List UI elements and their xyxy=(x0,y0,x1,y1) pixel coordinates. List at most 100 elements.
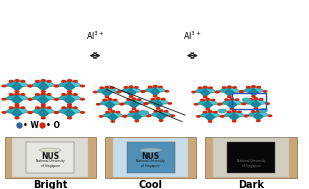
Circle shape xyxy=(165,111,168,112)
Circle shape xyxy=(62,107,66,108)
Polygon shape xyxy=(98,100,110,105)
Circle shape xyxy=(9,81,13,82)
Circle shape xyxy=(154,86,157,87)
Bar xyxy=(127,143,175,173)
Polygon shape xyxy=(11,94,23,95)
Polygon shape xyxy=(247,112,258,117)
Circle shape xyxy=(243,103,246,104)
Circle shape xyxy=(41,117,45,119)
Polygon shape xyxy=(229,88,241,93)
Polygon shape xyxy=(150,86,160,88)
Circle shape xyxy=(235,99,239,100)
Circle shape xyxy=(15,93,19,94)
Polygon shape xyxy=(153,100,163,108)
Polygon shape xyxy=(134,100,146,105)
Circle shape xyxy=(47,107,51,108)
Circle shape xyxy=(96,104,100,105)
Circle shape xyxy=(28,85,32,87)
Circle shape xyxy=(36,107,39,108)
Text: Bright: Bright xyxy=(33,180,67,189)
Polygon shape xyxy=(30,81,43,87)
Polygon shape xyxy=(11,81,23,82)
Circle shape xyxy=(36,94,39,95)
Circle shape xyxy=(113,99,117,101)
Circle shape xyxy=(252,96,255,97)
Polygon shape xyxy=(64,82,75,91)
Circle shape xyxy=(159,110,163,111)
Circle shape xyxy=(111,87,114,88)
Bar xyxy=(5,137,96,178)
Circle shape xyxy=(47,81,51,82)
Circle shape xyxy=(197,116,200,117)
Circle shape xyxy=(117,91,121,93)
Polygon shape xyxy=(30,94,43,100)
Circle shape xyxy=(62,94,66,95)
Polygon shape xyxy=(125,112,137,117)
Bar xyxy=(205,137,297,178)
Polygon shape xyxy=(208,100,219,105)
Polygon shape xyxy=(205,113,215,122)
Polygon shape xyxy=(57,108,70,113)
Circle shape xyxy=(254,108,258,109)
Circle shape xyxy=(28,85,32,87)
Polygon shape xyxy=(242,87,253,92)
Circle shape xyxy=(233,87,236,88)
Circle shape xyxy=(108,98,112,100)
Polygon shape xyxy=(156,112,166,121)
Circle shape xyxy=(68,80,71,81)
Circle shape xyxy=(41,104,45,106)
Polygon shape xyxy=(161,111,173,116)
Circle shape xyxy=(206,108,210,110)
Circle shape xyxy=(81,112,84,113)
Polygon shape xyxy=(11,82,23,91)
Circle shape xyxy=(68,93,71,94)
Circle shape xyxy=(204,96,207,98)
Circle shape xyxy=(240,91,243,92)
Circle shape xyxy=(257,87,260,88)
Circle shape xyxy=(242,98,250,102)
Circle shape xyxy=(55,112,58,113)
Circle shape xyxy=(216,91,219,92)
Circle shape xyxy=(211,99,215,101)
Circle shape xyxy=(144,103,147,105)
Polygon shape xyxy=(4,94,17,100)
Polygon shape xyxy=(248,86,259,88)
Text: National University
of Singapore: National University of Singapore xyxy=(237,159,265,168)
Polygon shape xyxy=(110,100,122,105)
Circle shape xyxy=(105,86,109,88)
Circle shape xyxy=(221,115,224,117)
Circle shape xyxy=(159,86,162,88)
Circle shape xyxy=(230,108,234,110)
Circle shape xyxy=(252,86,255,87)
Polygon shape xyxy=(64,107,75,108)
Circle shape xyxy=(135,120,138,122)
Polygon shape xyxy=(210,112,222,117)
Polygon shape xyxy=(156,111,166,112)
Circle shape xyxy=(154,96,157,97)
Polygon shape xyxy=(256,99,268,104)
Text: National University
of Singapore: National University of Singapore xyxy=(136,159,165,168)
Circle shape xyxy=(15,106,19,108)
Circle shape xyxy=(47,94,51,95)
Polygon shape xyxy=(64,94,75,95)
Circle shape xyxy=(147,115,150,117)
Text: • O: • O xyxy=(46,121,60,129)
Circle shape xyxy=(218,103,222,105)
Circle shape xyxy=(68,117,71,119)
Polygon shape xyxy=(253,111,264,112)
Circle shape xyxy=(228,86,231,88)
Circle shape xyxy=(54,98,58,100)
Circle shape xyxy=(68,104,71,106)
Circle shape xyxy=(259,109,267,112)
Circle shape xyxy=(262,111,265,112)
Circle shape xyxy=(215,91,219,93)
Circle shape xyxy=(81,85,84,87)
Polygon shape xyxy=(70,108,83,113)
Polygon shape xyxy=(149,111,161,116)
Polygon shape xyxy=(126,88,136,97)
Polygon shape xyxy=(129,100,139,109)
Circle shape xyxy=(121,103,124,105)
Circle shape xyxy=(41,106,45,108)
Polygon shape xyxy=(37,95,49,105)
Circle shape xyxy=(171,115,174,116)
